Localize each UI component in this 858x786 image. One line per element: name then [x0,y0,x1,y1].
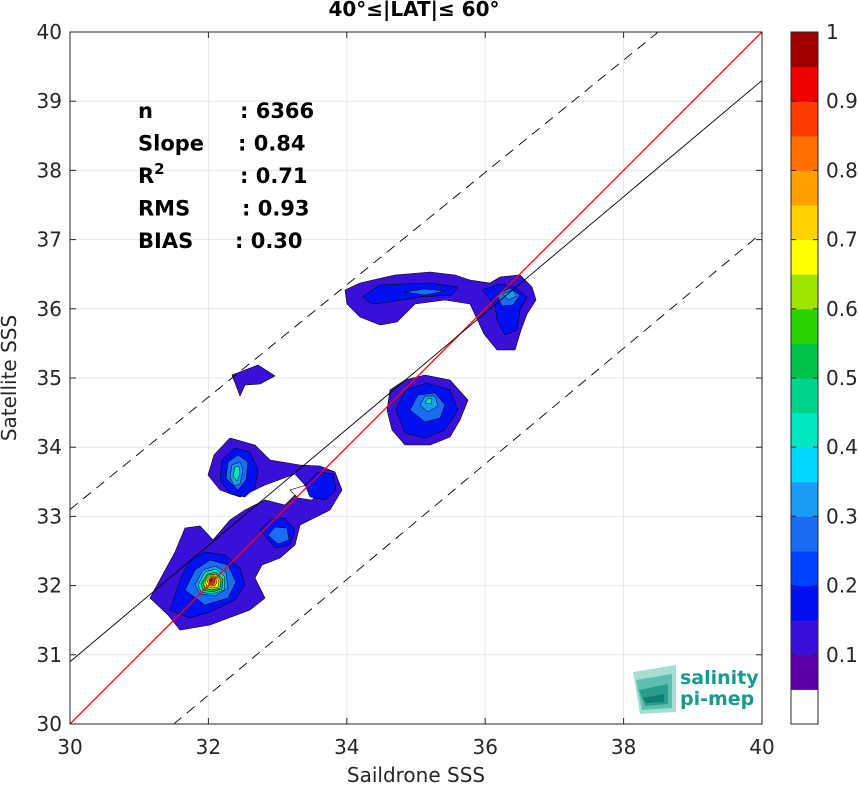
colorbar-swatch [791,343,818,379]
colorbar-tick-label: 0.2 [826,574,858,598]
logo-mark-icon [633,665,676,714]
colorbar-swatch [791,205,818,241]
logo-text-line1: salinity [680,667,759,689]
lower-bound-dashed-line [173,232,762,724]
salinity-pi-mep-logo: salinity pi-mep [633,665,759,714]
y-tick-label: 31 [37,643,62,667]
y-tick-label: 38 [37,158,62,182]
colorbar-tick-label: 1 [826,20,839,44]
x-tick-label: 32 [196,735,221,759]
y-tick-label: 40 [37,20,62,44]
y-tick-label: 30 [37,712,62,736]
colorbar: 0.1 0.2 0.3 0.4 0.5 0.6 0.7 0.8 0.9 1 [790,20,858,725]
y-tick-label: 35 [37,366,62,390]
stat-value: : 0.93 [242,197,310,221]
stat-value: : 0.71 [240,164,308,188]
density-contours [149,271,537,631]
y-tick-label: 36 [37,297,62,321]
y-tick-label: 32 [37,574,62,598]
stat-label: n [138,99,153,123]
colorbar-swatch [791,274,818,310]
colorbar-swatch [791,135,818,171]
colorbar-tick-label: 0.4 [826,435,858,459]
colorbar-swatch [791,516,818,552]
colorbar-tick-label: 0.5 [826,366,858,390]
colorbar-swatch [791,585,818,621]
y-tick-label: 33 [37,504,62,528]
grid [70,32,762,724]
colorbar-swatch [791,170,818,206]
y-tick-label: 39 [37,89,62,113]
logo-text-line2: pi-mep [680,688,754,710]
colorbar-swatch [791,654,818,690]
y-tick-label: 34 [37,435,62,459]
colorbar-swatch [791,620,818,656]
colorbar-tick-label: 0.6 [826,297,858,321]
colorbar-swatch [791,239,818,275]
x-tick-label: 38 [611,735,636,759]
colorbar-tick-label: 0.9 [826,89,858,113]
upper-bound-dashed-line [70,32,659,510]
x-tick-label: 30 [57,735,82,759]
stat-label: RMS [138,197,190,221]
colorbar-swatch [791,447,818,483]
y-tick-label: 37 [37,228,62,252]
colorbar-swatch [791,689,818,725]
colorbar-tick-label: 0.7 [826,228,858,252]
x-axis-label: Saildrone SSS [347,763,485,786]
stat-value: : 0.30 [235,229,303,253]
stat-value: : 0.84 [238,132,306,156]
colorbar-swatch [791,551,818,587]
regression-line [70,80,762,663]
stat-label: BIAS [138,229,193,253]
colorbar-swatch [791,481,818,517]
colorbar-tick-label: 0.1 [826,643,858,667]
x-tick-label: 36 [472,735,497,759]
colorbar-swatch [791,378,818,414]
colorbar-tick-label: 0.3 [826,504,858,528]
chart-title: 40°≤|LAT|≤ 60° [328,0,499,21]
colorbar-swatch [791,101,818,137]
colorbar-tick-label: 0.8 [826,158,858,182]
colorbar-swatch [791,66,818,102]
colorbar-swatch [791,32,818,68]
x-tick-label: 40 [749,735,774,759]
stat-value: : 6366 [240,99,314,123]
colorbar-swatch [791,308,818,344]
colorbar-swatch [791,412,818,448]
y-axis-label: Satellite SSS [0,315,21,441]
identity-line [70,32,762,724]
x-tick-label: 34 [334,735,359,759]
stat-label: Slope [138,132,204,156]
